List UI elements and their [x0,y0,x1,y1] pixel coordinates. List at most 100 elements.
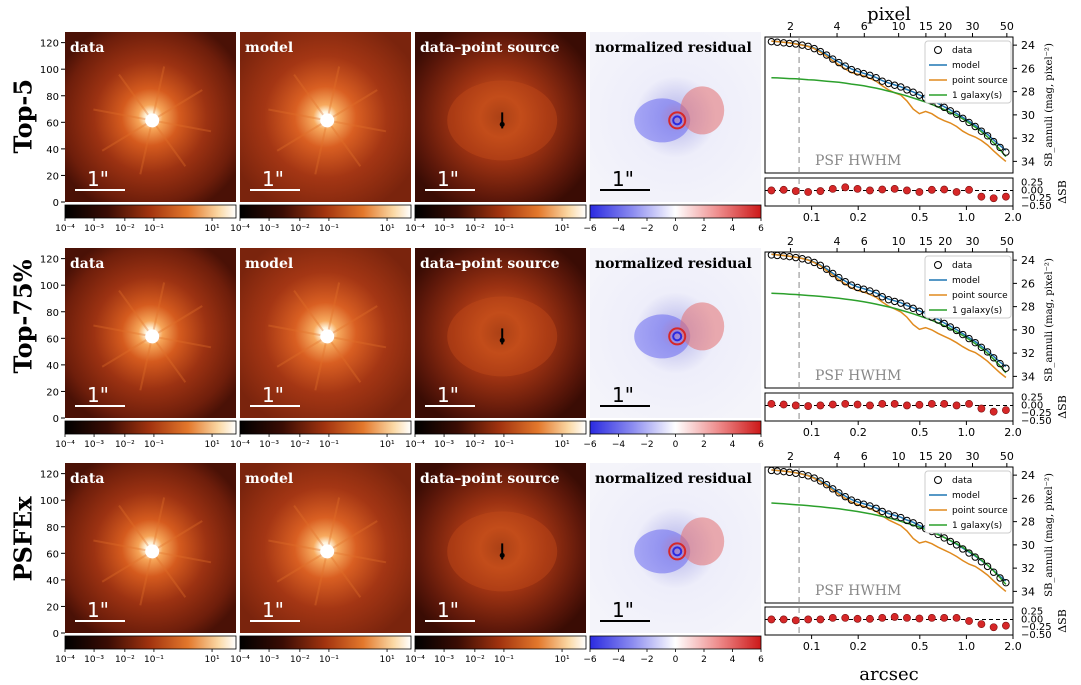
colorbar-tick-label: −6 [583,440,597,450]
colorbar-tick-label: 10⁻³ [434,224,454,234]
psf-spike [327,335,387,349]
residual-blue-blob [634,98,691,143]
series-line-pointsource [771,469,1007,592]
residual-ring-red [668,542,687,561]
colorbar-tick-label: 0 [673,224,679,234]
legend-label: data [952,476,972,486]
colorbar-sub [414,635,587,650]
residual-red-blob [680,517,725,566]
residual-blue-blob [634,529,691,574]
residual-point [779,400,788,409]
data-point [816,47,825,56]
psf-spike [151,119,187,167]
top-axis-title: pixel [867,4,911,25]
x-tick-label: 0.2 [849,426,867,439]
colorbar-tick-label: 10⁻² [115,440,135,450]
colorbar-tick-label: 10¹ [380,655,395,665]
legend-label: point source [952,291,1008,301]
colorbar-tick-label: 2 [701,440,707,450]
data-point [841,277,849,286]
residual-point [865,186,874,195]
pixel-tick-label: 15 [919,20,933,33]
residual-point [989,623,998,632]
psf-spike [151,305,203,338]
psf-spike [268,539,328,553]
legend-label: model [952,61,980,71]
panel-title-res: normalized residual [595,471,752,487]
colorbar-tick-label: 10⁻² [290,655,310,665]
scale-bar-label: 1" [262,598,284,622]
pixel-tick-label: 4 [834,450,841,463]
x-tick-label: 1.0 [958,211,976,224]
data-point [835,58,843,67]
psf-spike [139,336,154,391]
residual-point [853,400,862,409]
sb-tick-label: 30 [1021,109,1035,122]
x-tick-label: 0.1 [803,211,821,224]
core-model [320,113,335,128]
psf-spike [327,550,387,564]
residual-axes [764,606,1014,636]
x-tick-label: 0.5 [911,640,929,653]
pixel-tick-label: 20 [938,235,952,248]
legend-label: 1 galaxy(s) [952,91,1002,101]
pixel-tick-label: 50 [1000,450,1014,463]
residual-axes [764,177,1014,207]
panel-res: normalized residual 1" −6 −4 −2 0 2 4 6 [583,463,764,665]
psf-spike [293,504,329,552]
data-point [977,343,986,352]
residual-point [791,401,800,410]
panel-model: model 1" 10⁻⁴ 10⁻³ 10⁻² 10⁻¹ 10¹ [230,463,412,665]
psf-hwhm-label: PSF HWHM [815,583,901,599]
colorbar-tick-label: 10⁻² [290,440,310,450]
psf-spike [118,289,154,337]
colorbar-tick-label: 10⁻¹ [144,224,164,234]
data-point [989,354,998,362]
residual-point [915,614,924,623]
residual-axes [764,392,1014,422]
data-point [959,114,967,123]
colorbar-tick-label: 6 [758,655,764,665]
data-point [952,110,961,118]
residual-point [915,188,924,196]
dsb-tick-label: −0.50 [1021,630,1052,641]
colorbar-tick-label: 10¹ [555,440,570,450]
residual-point [841,613,850,622]
data-point [872,504,880,512]
panel-sub: data–point source 1" 10⁻⁴ 10⁻³ 10⁻² 10⁻¹ 10¹ [405,248,587,450]
data-point [996,143,1004,152]
residual-point [804,402,813,410]
y-tick-label: 60 [46,118,59,129]
colorbar-data [64,204,237,219]
dsb-axis-label: ΔSB [1056,609,1069,633]
data-point [983,132,992,140]
residual-point [828,184,837,193]
colorbar-tick-label: 0 [673,440,679,450]
legend-label: data [952,46,972,56]
psf-spike [326,497,341,552]
residual-point [915,400,924,409]
residual-point [779,185,788,194]
residual-point [841,183,850,192]
colorbar-tick-label: 4 [730,224,736,234]
colorbar-tick-label: 10⁻² [115,655,135,665]
series-line-1galaxys [771,292,1007,374]
data-point [872,73,880,82]
data-point [804,256,812,264]
residual-point [853,184,862,193]
y-tick-label: 20 [46,387,59,398]
central-dot [499,552,505,558]
x-tick-label: 1.0 [958,426,976,439]
core-model [320,544,335,559]
legend-label: point source [952,506,1008,516]
psf-spike [139,120,154,175]
y-tick-label: 60 [46,334,59,345]
data-point [829,269,837,278]
residual-point [804,188,813,196]
colorbar-tick-label: 10¹ [205,224,220,234]
data-point [946,323,955,331]
psf-spike [326,119,362,167]
residual-ring-blue [672,115,683,126]
colorbar-data [64,635,237,650]
